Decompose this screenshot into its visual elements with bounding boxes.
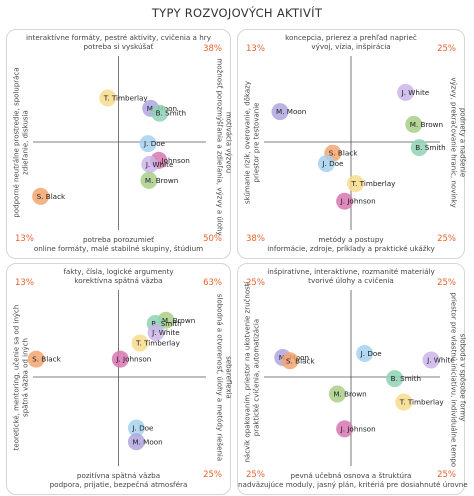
corner-percent-tr: 63%: [203, 278, 222, 288]
data-point: [127, 433, 145, 451]
data-point-label: J. Doe: [360, 349, 383, 358]
quadrant-panel-2: koncepcia, prierez a prehľad naprieč vývo…: [237, 29, 467, 259]
quadrant-panel-4: inšpiratívne, interaktívne, rozmanité ma…: [237, 263, 468, 495]
data-point: [410, 139, 428, 157]
corner-percent-tl: 13%: [246, 44, 265, 54]
corner-percent-br: 25%: [203, 470, 222, 480]
data-point: [127, 419, 145, 437]
bottom-axis-label: pevná učebná osnova a štruktúra: [290, 471, 412, 480]
data-point-label: T. Timberlay: [103, 94, 149, 103]
data-point-label: J. White: [145, 160, 174, 169]
top-axis-label: potreba si vyskúšať: [83, 42, 154, 51]
data-point-label: B. Smith: [391, 374, 421, 383]
top-axis-label: inšpiratívne, interaktívne, rozmanité ma…: [267, 267, 435, 276]
data-point: [131, 334, 149, 352]
data-point-label: J. White: [426, 355, 455, 364]
data-point: [147, 323, 165, 341]
data-point: [347, 175, 365, 193]
corner-percent-br: 25%: [437, 470, 456, 480]
corner-percent-tr: 38%: [203, 44, 222, 54]
data-point-label: J. Doe: [143, 139, 166, 148]
top-axis-label: vývoj, vízia, inšpirácia: [311, 42, 391, 51]
data-point: [395, 393, 413, 411]
data-point-label: B. Smith: [415, 143, 445, 152]
bottom-axis-label: potreba porozumieť: [83, 235, 154, 244]
data-point: [32, 187, 50, 205]
data-point-label: J. Doe: [321, 159, 344, 168]
data-point-label: S. Black: [329, 149, 358, 158]
quadrant-panel-3: fakty, čísla, logické argumenty korektívn…: [6, 263, 233, 495]
data-point: [139, 135, 157, 153]
chart-title: TYPY ROZVOJOVÝCH AKTIVÍT: [151, 6, 323, 20]
data-point: [317, 155, 335, 173]
data-point-label: T. Timberlay: [399, 398, 445, 407]
data-point-label: T. Timberlay: [351, 179, 397, 188]
corner-percent-tr: 25%: [437, 278, 456, 288]
bottom-axis-label: metódy a postupy: [318, 235, 384, 244]
data-point: [405, 115, 423, 133]
corner-percent-tl: 25%: [246, 278, 265, 288]
data-point-label: M. Brown: [333, 390, 366, 399]
corner-percent-tl: 13%: [15, 278, 34, 288]
data-point: [386, 370, 404, 388]
data-point: [27, 350, 45, 368]
bottom-axis-label: online formáty, malé stabilné skupiny, š…: [33, 244, 204, 253]
quadrant-panel-1: interaktívne formáty, pestré aktivity, c…: [6, 29, 233, 259]
data-point: [271, 103, 289, 121]
bottom-axis-label: informácie, zdroje, príklady a praktické…: [267, 244, 435, 253]
data-point-label: J. White: [151, 328, 180, 337]
top-axis-label: korektívna spätná väzba: [74, 276, 163, 285]
data-point: [99, 89, 117, 107]
data-point-label: M. Brown: [162, 316, 195, 325]
bottom-axis-label: nadväzujúce moduly, jasný plán, kritériá…: [238, 480, 468, 489]
bottom-axis-label: podpora, prijatie, bezpečná atmosféra: [49, 480, 188, 489]
data-point: [151, 104, 169, 122]
corner-percent-bl: 25%: [246, 470, 265, 480]
data-point: [397, 83, 415, 101]
top-axis-label: koncepcia, prierez a prehľad naprieč: [285, 33, 417, 42]
data-point: [111, 350, 129, 368]
data-point-label: T. Timberlay: [135, 338, 181, 347]
corner-percent-br: 50%: [203, 234, 222, 244]
data-point: [281, 352, 299, 370]
data-point-label: M. Moon: [132, 437, 162, 446]
corner-percent-bl: 38%: [246, 234, 265, 244]
top-axis-label: interaktívne formáty, pestré aktivity, c…: [25, 33, 212, 42]
data-point-label: J. Doe: [131, 424, 154, 433]
data-point-label: S. Black: [37, 192, 66, 201]
data-point-label: J. Johnson: [340, 197, 376, 206]
data-point-label: J. White: [401, 88, 430, 97]
data-point: [336, 192, 354, 210]
data-point: [336, 420, 354, 438]
top-axis-label: fakty, čísla, logické argumenty: [63, 267, 174, 276]
data-point-label: M. Brown: [145, 176, 178, 185]
data-point: [328, 385, 346, 403]
data-point: [140, 171, 158, 189]
data-point: [356, 345, 374, 363]
data-point-label: B. Smith: [151, 319, 181, 328]
data-point-label: J. Johnson: [340, 424, 376, 433]
data-point-label: S. Black: [286, 356, 315, 365]
corner-percent-tr: 25%: [437, 44, 456, 54]
data-point: [422, 351, 440, 369]
data-point-label: M. Brown: [410, 120, 443, 129]
corner-percent-br: 25%: [437, 234, 456, 244]
data-point-label: M. Moon: [276, 107, 306, 116]
corner-percent-bl: 13%: [15, 234, 34, 244]
data-point-label: J. Johnson: [115, 355, 151, 364]
data-point-label: B. Smith: [156, 109, 186, 118]
data-point-label: S. Black: [32, 355, 61, 364]
top-axis-label: tvorivé úlohy a cvičenia: [308, 276, 394, 285]
bottom-axis-label: pozitívna spätná väzba: [76, 471, 161, 480]
data-point-label: J. Johnson: [154, 156, 190, 165]
data-point: [141, 155, 159, 173]
